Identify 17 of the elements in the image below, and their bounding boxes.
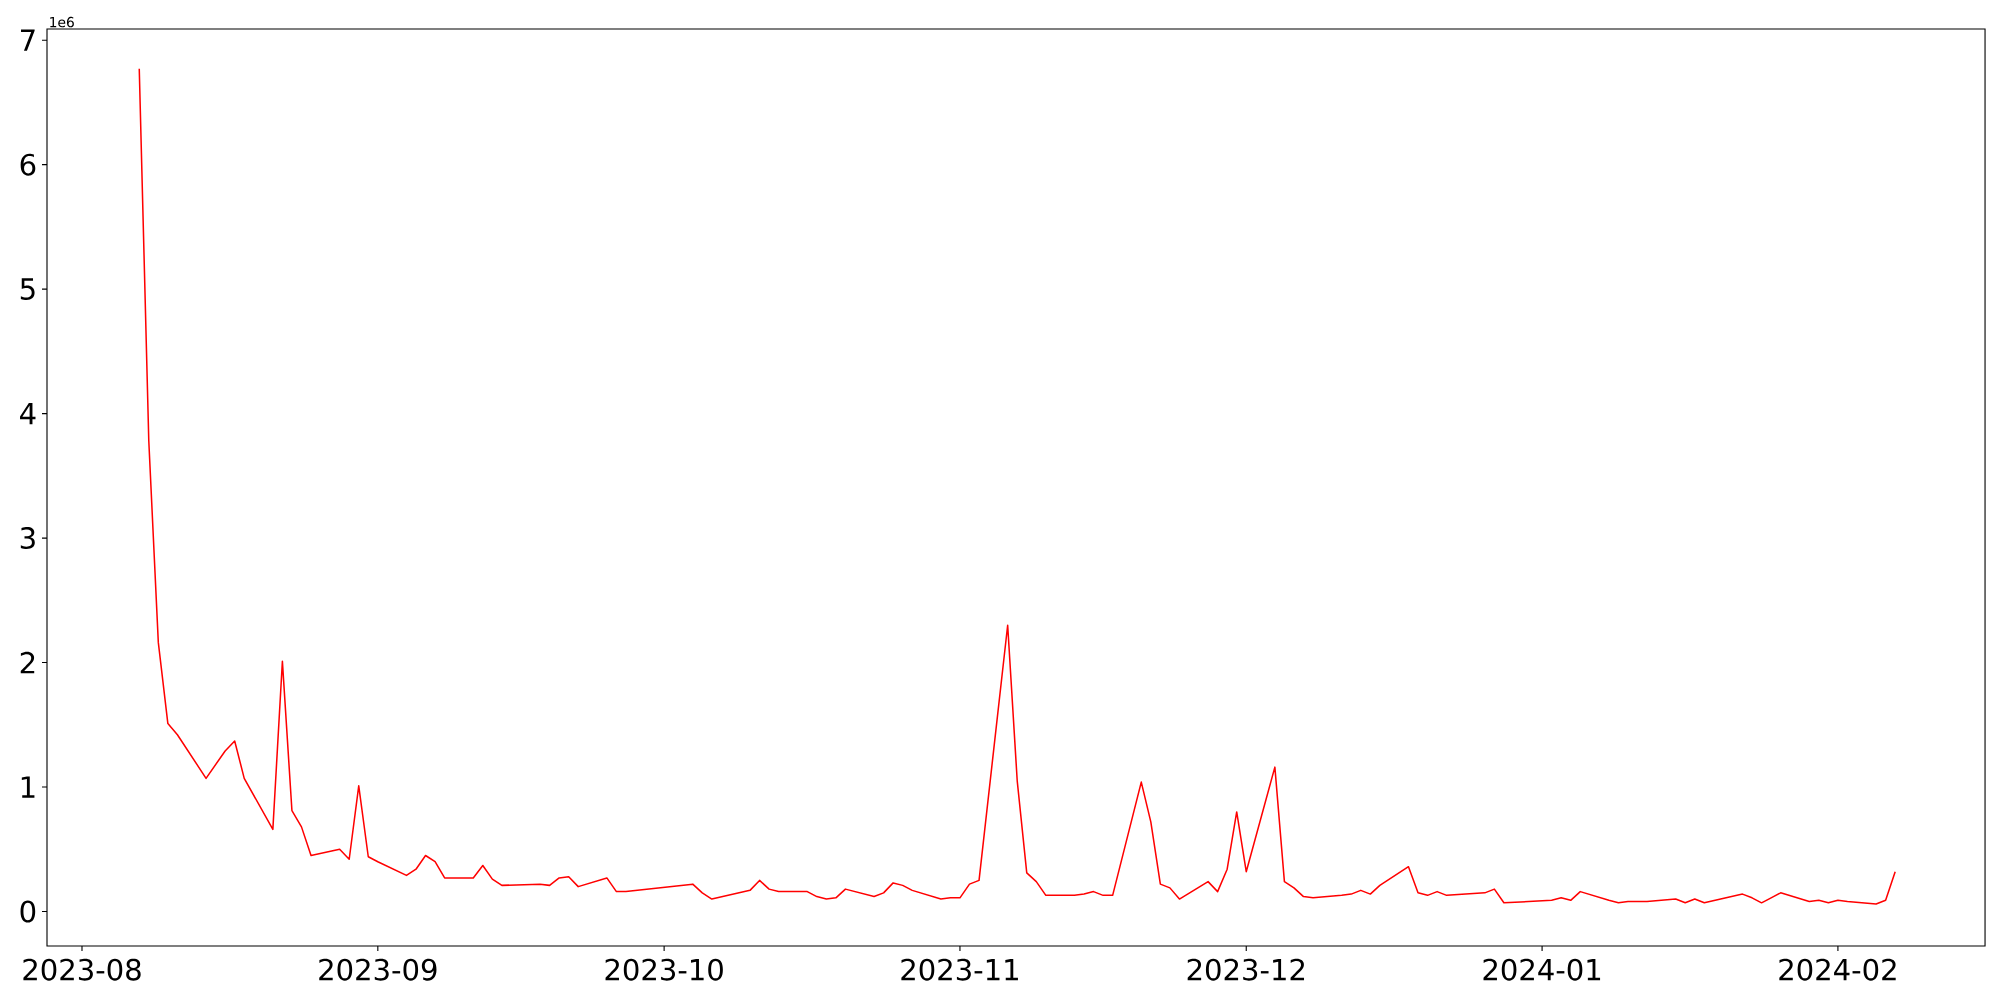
x-tick-label: 2024-02 [1779,958,1896,981]
y-tick-label: 4 [20,403,36,425]
x-tick-label: 2023-09 [319,958,437,981]
x-tick-label: 2023-08 [23,958,141,981]
y-tick-label: 5 [20,278,35,300]
line-series [138,68,1896,905]
x-tick-label: 2023-12 [1187,958,1305,981]
text: 1e6 [50,16,74,28]
y-tick-label: 1 [21,776,35,798]
x-tick-label: 2024-01 [1483,958,1601,981]
x-tick-label: 2023-10 [605,958,723,981]
x-tick-label: 2023-11 [901,958,1018,981]
y-tick-label: 2 [20,651,35,674]
y-tick-label: 3 [20,527,35,550]
y-tick-label: 7 [21,29,35,51]
y-tick-label: 0 [20,900,36,923]
y-tick-label: 6 [20,153,36,176]
